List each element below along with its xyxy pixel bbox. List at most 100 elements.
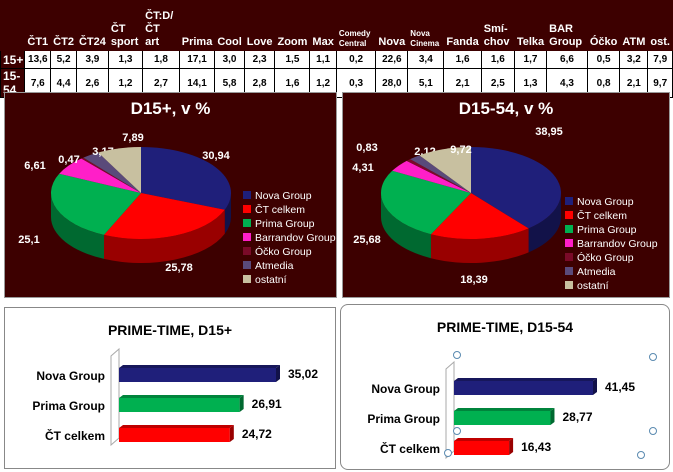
legend-label: Nova Group: [255, 190, 312, 202]
column-header: Max: [309, 0, 337, 51]
bar: [454, 411, 551, 425]
pie-slice-side: [430, 228, 529, 263]
data-label: 24,72: [242, 427, 272, 441]
resize-handle[interactable]: [453, 351, 461, 359]
column-header: ČT24: [75, 0, 109, 51]
column-header: Cool: [214, 0, 245, 51]
chart-title: D15+, v %: [130, 99, 211, 118]
table-cell: 7,9: [647, 50, 673, 69]
category-label: Nova Group: [371, 382, 440, 396]
legend-label: Óčko Group: [577, 252, 634, 264]
pie-slice-čt-celkem: [430, 193, 529, 239]
data-label: 38,95: [535, 126, 563, 138]
bar: [454, 441, 510, 455]
bar-top: [454, 408, 555, 411]
resize-handle[interactable]: [453, 427, 461, 435]
pie-slice-nova-group: [471, 147, 561, 229]
legend-item: ostatní: [243, 273, 336, 287]
bar-chart-primetime-d15-54[interactable]: PRIME-TIME, D15-54 Nova Group 41,45 Prima …: [340, 304, 670, 470]
data-label: 0,83: [356, 142, 377, 154]
data-label: 25,68: [353, 234, 381, 246]
column-header: ATM: [619, 0, 649, 51]
column-header: [0, 0, 26, 51]
column-header: Nova Cinema: [407, 0, 445, 51]
pie-slice-prima-group: [50, 173, 141, 235]
resize-handle[interactable]: [444, 449, 452, 457]
table-cell: 1,7: [513, 50, 548, 69]
legend-item: ČT celkem: [243, 203, 336, 217]
column-header: ČT2: [50, 0, 77, 51]
resize-handle[interactable]: [649, 427, 657, 435]
legend-swatch: [565, 225, 573, 233]
legend-swatch: [565, 197, 573, 205]
column-header: Telka: [513, 0, 548, 51]
data-label: 35,02: [288, 367, 318, 381]
legend-swatch: [243, 205, 251, 213]
table-row: 15+ 13,6 5,2 3,9 1,3 1,8 17,1 3,0 2,3 1,5 1,1 0,2 22…: [0, 50, 673, 69]
bar-side: [276, 365, 280, 382]
legend-label: Óčko Group: [255, 246, 312, 258]
column-header: Comedy Central: [335, 0, 377, 51]
table-cell: 22,6: [375, 50, 409, 69]
legend-item: ČT celkem: [565, 209, 658, 223]
resize-handle[interactable]: [637, 451, 645, 459]
legend-swatch: [243, 261, 251, 269]
legend-swatch: [565, 281, 573, 289]
data-label: 25,1: [18, 234, 39, 246]
column-header: Zoom: [274, 0, 311, 51]
legend-swatch: [243, 219, 251, 227]
chart-title: PRIME-TIME, D15-54: [436, 319, 574, 335]
legend: Nova Group ČT celkem Prima Group Barrandov …: [565, 195, 658, 293]
legend-item: Prima Group: [565, 223, 658, 237]
legend-item: ostatní: [565, 279, 658, 293]
bar: [454, 381, 593, 395]
pie-slice-óčko-group: [81, 157, 141, 193]
column-header: Óčko: [586, 0, 621, 51]
column-header: Nova: [375, 0, 409, 51]
data-label: 28,77: [562, 410, 592, 424]
table-cell: 0,5: [586, 50, 621, 69]
legend-label: Prima Group: [577, 224, 637, 236]
pie-slice-side: [528, 193, 561, 253]
legend-label: Atmedia: [255, 260, 294, 272]
table-cell: 3,2: [619, 50, 649, 69]
table-cell: 1,8: [142, 50, 180, 69]
table-cell: 3,9: [75, 50, 109, 69]
table-cell: 1,1: [309, 50, 337, 69]
column-header: BAR Group: [546, 0, 588, 51]
pie-slice-čt-celkem: [104, 193, 225, 239]
legend-item: Barrandov Group: [243, 231, 336, 245]
legend-item: Atmedia: [565, 265, 658, 279]
pie-slice-prima-group: [381, 170, 471, 235]
axis-wall: [445, 360, 455, 460]
table-cell: 1,5: [274, 50, 311, 69]
row-label: 15+: [0, 50, 26, 69]
resize-handle[interactable]: [649, 353, 657, 361]
chart-title: PRIME-TIME, D15+: [107, 322, 233, 338]
legend-label: Prima Group: [255, 218, 315, 230]
bar-top: [454, 378, 597, 381]
legend-item: Nova Group: [243, 189, 336, 203]
pie-slice-nova-group: [141, 147, 232, 210]
pie-slice-ostatní: [98, 147, 141, 193]
pie-slice-barrandov-group: [59, 158, 142, 193]
legend-label: ČT celkem: [255, 204, 305, 216]
pie-slice-atmedia: [410, 155, 471, 193]
pie-slice-ostatní: [419, 147, 471, 193]
axis-wall: [110, 347, 120, 447]
column-header: ČT sport: [107, 0, 144, 51]
legend-item: Óčko Group: [565, 251, 658, 265]
bar-side: [509, 438, 514, 455]
pie-slice-side: [104, 209, 225, 263]
legend-swatch: [243, 275, 251, 283]
bar-top: [454, 438, 514, 441]
category-label: ČT celkem: [380, 441, 440, 456]
bar-chart-primetime-d15plus: PRIME-TIME, D15+ Nova Group 35,02 Prima Gr…: [4, 307, 336, 469]
table-cell: 3,4: [407, 50, 445, 69]
legend-label: ČT celkem: [577, 210, 627, 222]
column-header: Fanda: [443, 0, 482, 51]
data-label: 7,89: [122, 132, 143, 144]
legend-item: Prima Group: [243, 217, 336, 231]
legend-item: Óčko Group: [243, 245, 336, 259]
bar: [119, 428, 230, 442]
